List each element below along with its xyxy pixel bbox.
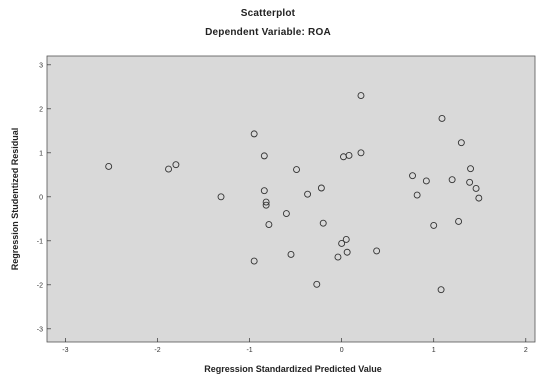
chart-title: Scatterplot (240, 8, 296, 19)
data-point (293, 166, 300, 173)
data-point (472, 184, 480, 192)
data-points (105, 92, 483, 294)
data-point (455, 217, 463, 225)
data-point (466, 178, 474, 186)
data-point (319, 219, 327, 227)
data-point (282, 210, 290, 217)
data-point (262, 198, 270, 206)
data-point (262, 201, 270, 209)
axis-ticks: -3 -2 -1 0 1 2 3 2 1 0 -1 -2 -3 (37, 62, 528, 354)
data-point (343, 248, 351, 256)
data-point (342, 236, 350, 243)
y-tick-label: 3 (39, 62, 43, 69)
data-point (422, 177, 430, 185)
y-tick-label: -2 (37, 282, 43, 289)
data-point (313, 280, 321, 288)
data-point (304, 190, 312, 198)
data-point (265, 221, 273, 228)
x-tick-label: 2 (524, 347, 528, 354)
plot-area (46, 55, 536, 343)
y-tick-label: -3 (37, 326, 43, 333)
y-tick-label: -1 (37, 238, 43, 245)
data-point (357, 92, 365, 100)
y-tick-label: 0 (39, 194, 43, 201)
data-point (430, 221, 438, 229)
chart-subtitle: Dependent Variable: ROA (205, 27, 331, 38)
data-point (172, 161, 180, 169)
x-tick-label: -3 (62, 347, 68, 354)
x-tick-label: 1 (432, 347, 436, 354)
data-point (409, 172, 416, 180)
data-point (437, 286, 445, 294)
data-point (250, 257, 258, 265)
y-axis-label: Regression Studentized Residual (10, 128, 20, 271)
data-point (165, 165, 172, 173)
x-tick-label: -2 (154, 347, 160, 354)
data-point (448, 176, 456, 184)
data-point (217, 193, 225, 201)
data-point (260, 187, 268, 195)
data-point (467, 165, 474, 173)
y-tick-label: 2 (39, 106, 43, 113)
data-point (345, 151, 353, 159)
data-point (413, 191, 421, 199)
data-point (105, 162, 113, 170)
y-tick-label: 1 (39, 150, 43, 157)
data-point (338, 239, 346, 247)
x-axis-label: Regression Standardized Predicted Value (204, 364, 382, 374)
data-point (373, 247, 381, 255)
data-point (287, 250, 295, 258)
data-point (438, 115, 446, 122)
data-point (317, 184, 325, 192)
data-point (334, 253, 342, 261)
x-tick-label: -1 (246, 347, 252, 354)
x-tick-label: 0 (340, 347, 344, 354)
data-point (475, 194, 483, 202)
data-point (357, 149, 365, 157)
data-point (457, 139, 465, 147)
data-point (250, 130, 258, 138)
data-point (260, 152, 268, 160)
